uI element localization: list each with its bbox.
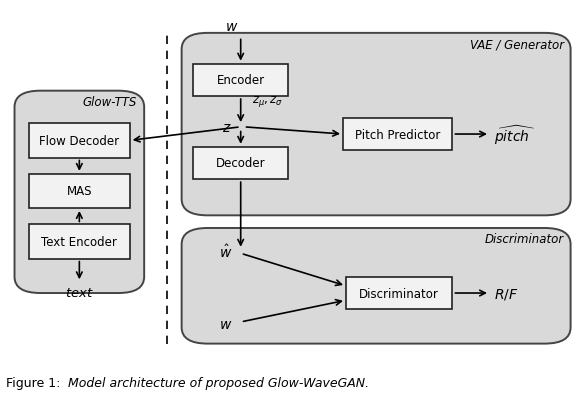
Text: Model architecture of proposed Glow-WaveGAN.: Model architecture of proposed Glow-Wave… [68, 376, 369, 389]
Text: $\mathit{text}$: $\mathit{text}$ [65, 286, 93, 299]
FancyBboxPatch shape [346, 277, 452, 309]
FancyBboxPatch shape [343, 119, 452, 151]
FancyBboxPatch shape [29, 174, 130, 209]
FancyBboxPatch shape [29, 124, 130, 158]
FancyBboxPatch shape [182, 228, 570, 344]
FancyBboxPatch shape [29, 225, 130, 259]
Text: VAE / Generator: VAE / Generator [470, 38, 564, 51]
Text: $\widehat{pitch}$: $\widehat{pitch}$ [494, 123, 535, 146]
FancyBboxPatch shape [15, 92, 144, 293]
Text: $R/F$: $R/F$ [494, 286, 519, 301]
Text: MAS: MAS [66, 185, 92, 198]
FancyBboxPatch shape [193, 64, 288, 97]
FancyBboxPatch shape [182, 34, 570, 216]
Text: Flow Decoder: Flow Decoder [39, 134, 119, 147]
Text: Encoder: Encoder [216, 74, 265, 87]
Text: $w$: $w$ [225, 20, 239, 34]
FancyBboxPatch shape [193, 147, 288, 180]
Text: $w$: $w$ [219, 317, 232, 331]
Text: $\hat{w}$: $\hat{w}$ [219, 243, 232, 260]
Text: Decoder: Decoder [216, 157, 266, 170]
Text: Discriminator: Discriminator [359, 287, 439, 300]
Text: $z$: $z$ [222, 121, 232, 134]
Text: Text Encoder: Text Encoder [41, 235, 117, 248]
Text: Glow-TTS: Glow-TTS [83, 96, 137, 109]
Text: Pitch Predictor: Pitch Predictor [355, 128, 440, 141]
Text: Discriminator: Discriminator [485, 233, 564, 246]
Text: $z_{\mu}, z_{\sigma}$: $z_{\mu}, z_{\sigma}$ [252, 94, 283, 109]
Text: Figure 1:: Figure 1: [6, 376, 64, 389]
